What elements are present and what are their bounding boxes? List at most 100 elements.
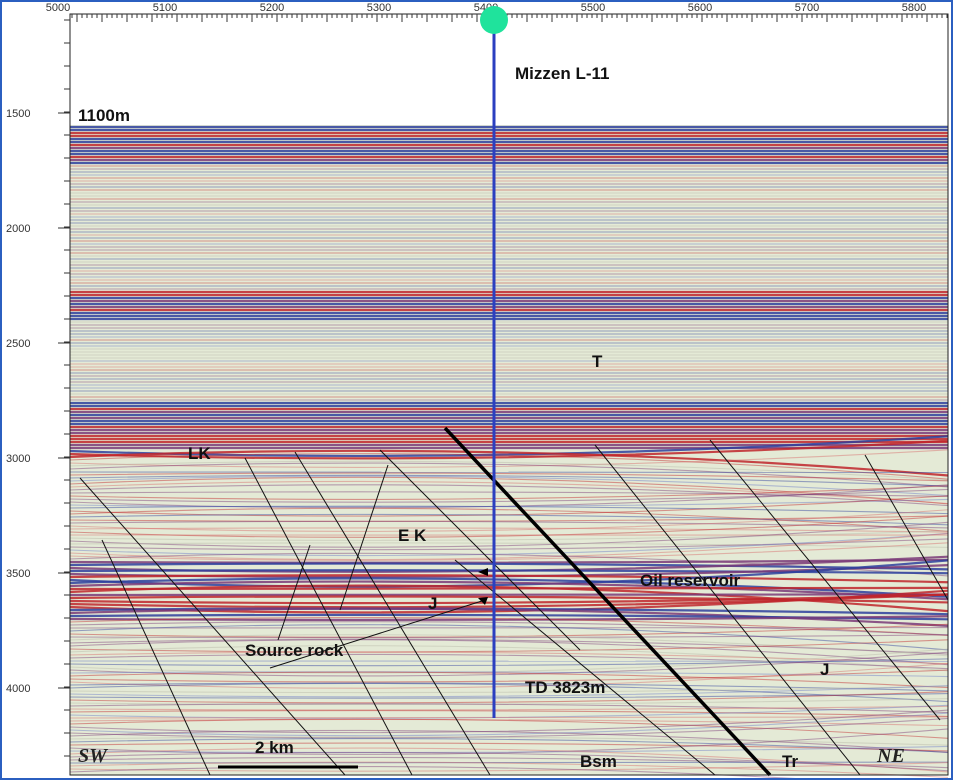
label: LK <box>188 444 211 463</box>
reflector <box>69 648 949 674</box>
reflector <box>69 645 949 672</box>
reflector <box>69 742 949 752</box>
reflector <box>69 435 949 458</box>
reflector <box>69 634 949 657</box>
reflector <box>69 484 949 507</box>
x-tick-label: 5800 <box>902 2 926 14</box>
reflector <box>69 580 949 601</box>
label: J <box>820 660 829 679</box>
reflector <box>69 586 949 591</box>
reflector <box>69 685 949 698</box>
y-tick-label: 2500 <box>6 338 30 350</box>
reflector <box>69 653 949 670</box>
reflector <box>69 462 949 488</box>
reflector <box>69 736 949 746</box>
reflector <box>69 705 949 711</box>
reflector <box>69 669 949 683</box>
reflector <box>69 532 949 561</box>
label: Source rock <box>245 641 344 660</box>
reflectors <box>69 125 949 780</box>
reflector <box>69 762 949 772</box>
seismic-section <box>70 125 948 775</box>
y-tick-label: 2000 <box>6 223 30 235</box>
reflector <box>69 449 949 477</box>
reflector <box>69 682 949 692</box>
reflector <box>69 472 949 482</box>
x-tick-label: 5300 <box>367 2 391 14</box>
reflector <box>69 709 949 734</box>
reflector <box>69 729 949 754</box>
reflector <box>69 703 949 714</box>
reflector <box>69 474 949 487</box>
reflector <box>69 593 949 597</box>
reflector <box>69 658 949 667</box>
reflector <box>69 530 949 541</box>
reflector <box>69 562 949 571</box>
reflector <box>69 507 949 532</box>
reflector <box>69 627 949 629</box>
reflector <box>69 498 949 508</box>
reflector <box>69 574 949 584</box>
y-tick-label: 3000 <box>6 453 30 465</box>
x-tick-label: 5000 <box>46 2 70 14</box>
reflector <box>69 691 949 704</box>
direction: SW <box>78 745 108 767</box>
reflector <box>69 515 949 522</box>
x-tick-label: 5500 <box>581 2 605 14</box>
reflector <box>69 515 949 538</box>
reflector <box>69 698 949 706</box>
faults <box>79 439 949 776</box>
reflector <box>69 671 949 689</box>
scale-label: 2 km <box>255 738 294 757</box>
reflector <box>69 495 949 517</box>
reflector <box>69 693 949 699</box>
well-name: Mizzen L-11 <box>515 64 609 83</box>
reflector <box>69 520 949 529</box>
reflector <box>69 577 949 598</box>
reflector <box>69 480 949 505</box>
reflector <box>69 559 949 588</box>
water-depth: 1100m <box>78 106 130 125</box>
well-head <box>480 6 508 34</box>
reflector <box>69 747 949 773</box>
x-tick-label: 5600 <box>688 2 712 14</box>
x-tick-label: 5200 <box>260 2 284 14</box>
reflector <box>69 662 949 689</box>
x-tick-label: 5700 <box>795 2 819 14</box>
reflector <box>69 738 949 753</box>
reflector <box>69 615 949 622</box>
well-td: TD 3823m <box>525 678 605 697</box>
reflector <box>69 728 949 755</box>
reflector <box>69 453 949 480</box>
reflector <box>69 542 949 548</box>
reflector <box>69 485 949 500</box>
reflector <box>69 484 949 509</box>
reflector <box>69 639 949 666</box>
reflector <box>69 709 949 717</box>
reflector <box>69 751 949 772</box>
reflector <box>69 621 949 636</box>
label: E K <box>398 526 427 545</box>
reflector <box>69 624 949 651</box>
reflector <box>69 712 949 737</box>
x-tick-label: 5100 <box>153 2 177 14</box>
reflector <box>69 475 949 497</box>
reflector <box>69 634 949 639</box>
reflector <box>69 671 949 678</box>
reflector <box>69 756 949 769</box>
reflector <box>69 509 949 532</box>
reflector <box>69 638 949 655</box>
y-tick-label: 4000 <box>6 683 30 695</box>
reflector <box>69 623 949 638</box>
reflector <box>69 639 949 653</box>
label: Oil reservoir <box>640 571 741 590</box>
reflector <box>69 521 949 548</box>
reflector <box>69 651 949 677</box>
arrow <box>478 568 488 576</box>
reflector <box>69 761 949 778</box>
reflector <box>69 532 949 557</box>
reflector <box>69 505 949 515</box>
label: Bsm <box>580 752 617 771</box>
reflector <box>69 584 949 613</box>
